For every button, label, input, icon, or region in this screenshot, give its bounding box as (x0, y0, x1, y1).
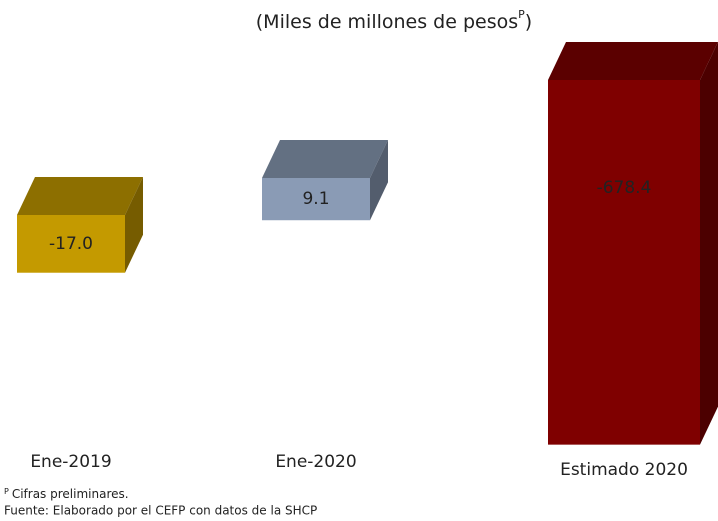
note-sup: P (4, 487, 9, 496)
value-label: -17.0 (49, 234, 93, 254)
x-tick-label: Ene-2020 (275, 452, 356, 472)
note-text: Cifras preliminares. (12, 487, 129, 501)
value-label: 9.1 (302, 189, 329, 209)
bar-top (17, 177, 143, 215)
note: P Cifras preliminares. (4, 487, 129, 501)
bar (17, 215, 125, 273)
value-label: -678.4 (597, 178, 652, 198)
bar-side (125, 177, 143, 273)
subtitle-end: ) (525, 11, 532, 33)
x-tick-label: Estimado 2020 (560, 460, 688, 480)
bar (548, 80, 700, 445)
bar-top (548, 42, 718, 80)
subtitle-sup: P (518, 8, 525, 21)
bar-top (262, 140, 388, 178)
chart-subtitle: (Miles de millones de pesosP) (256, 8, 532, 33)
bar-side (370, 140, 388, 221)
source: Fuente: Elaborado por el CEFP con datos … (4, 504, 317, 518)
bar-side (700, 42, 718, 445)
bar (262, 178, 370, 221)
x-tick-label: Ene-2019 (30, 452, 111, 472)
subtitle-text: (Miles de millones de pesos (256, 11, 518, 33)
